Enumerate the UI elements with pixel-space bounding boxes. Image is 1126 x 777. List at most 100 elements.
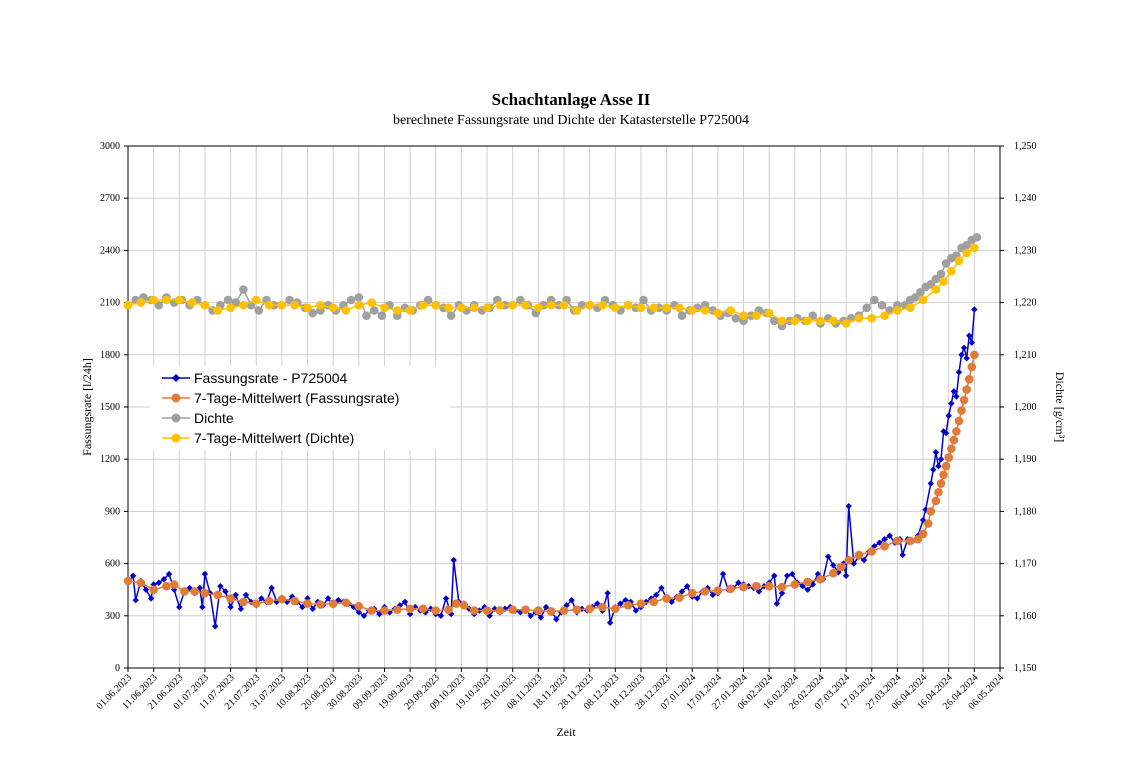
data-point (966, 332, 973, 339)
data-point (972, 233, 982, 242)
data-point (931, 496, 941, 506)
data-point (653, 591, 660, 599)
data-point (683, 583, 691, 590)
y-axis-right-label: Dichte [g/cm³] (1053, 372, 1067, 443)
data-point (160, 576, 168, 583)
data-point (845, 502, 852, 510)
data-point (367, 606, 376, 615)
y-right-tick-label: 1,150 (1014, 663, 1037, 674)
data-point (367, 298, 376, 307)
data-point (251, 599, 261, 608)
data-point (867, 313, 877, 323)
y-right-tick-label: 1,250 (1014, 141, 1037, 152)
data-point (264, 596, 274, 606)
data-point (816, 574, 825, 584)
data-point (636, 303, 646, 313)
data-point (770, 316, 779, 326)
data-point (649, 597, 659, 607)
data-point (217, 583, 224, 590)
data-point (199, 603, 206, 611)
data-point (212, 623, 219, 630)
data-point (129, 572, 137, 579)
data-point (968, 339, 975, 346)
data-point (604, 589, 611, 597)
data-point (258, 595, 265, 602)
data-point (854, 550, 864, 560)
data-point (876, 539, 883, 546)
data-point (930, 466, 937, 473)
data-point (687, 306, 697, 315)
y-left-tick-label: 1800 (100, 350, 120, 361)
data-point (254, 306, 264, 315)
data-point (303, 303, 312, 313)
y-axis-left-label: Fassungsrate [l/24h] (80, 358, 94, 456)
data-point (926, 507, 936, 516)
y-right-tick-label: 1,160 (1014, 611, 1037, 622)
data-point (290, 596, 300, 606)
data-point (678, 588, 686, 595)
data-point (303, 599, 312, 608)
data-point (662, 594, 671, 603)
data-point (967, 362, 977, 372)
data-point (893, 306, 902, 315)
data-point (658, 584, 665, 592)
data-point (572, 306, 582, 315)
y-left-tick-label: 2700 (100, 193, 120, 204)
data-point (610, 604, 620, 614)
data-point (934, 487, 943, 497)
data-point (405, 306, 415, 315)
data-point (623, 601, 633, 610)
data-point (277, 594, 287, 604)
data-point (123, 576, 133, 586)
data-point (469, 606, 479, 615)
y-left-tick-label: 2100 (100, 298, 120, 309)
y-right-tick-label: 1,210 (1014, 350, 1037, 361)
chart-subtitle: berechnete Fassungsrate und Dichte der K… (393, 113, 749, 128)
legend-label: Dichte (194, 410, 234, 426)
data-point (726, 306, 736, 315)
data-point (355, 609, 363, 616)
data-point (713, 308, 723, 318)
data-point (376, 610, 383, 618)
data-point (444, 605, 453, 615)
data-point (457, 303, 466, 313)
data-point (639, 295, 648, 305)
data-point (568, 596, 575, 604)
data-point (251, 295, 261, 305)
data-point (444, 303, 453, 313)
data-point (955, 369, 963, 376)
data-point (328, 599, 338, 608)
y-axis-right: 1,150 1,160 1,170 1,180 1,190 1,200 1,210 1,220… (1000, 141, 1037, 674)
data-point (508, 300, 518, 310)
data-point (700, 587, 710, 596)
data-point (362, 311, 371, 320)
data-point (954, 416, 964, 426)
series-3 (123, 243, 979, 328)
data-point (790, 580, 800, 589)
data-point (521, 605, 530, 615)
data-point (942, 429, 950, 437)
data-point (844, 555, 853, 565)
data-point (773, 600, 781, 607)
data-point (508, 605, 518, 615)
y-left-tick-label: 1500 (100, 402, 120, 413)
data-point (941, 461, 951, 471)
y-left-tick-label: 3000 (100, 141, 120, 152)
data-point (200, 300, 210, 310)
data-point (239, 597, 248, 607)
data-point (162, 581, 171, 591)
data-point (380, 303, 389, 313)
data-point (242, 591, 250, 599)
data-point (537, 614, 545, 621)
data-point (190, 587, 199, 596)
data-point (495, 300, 505, 310)
data-point (617, 600, 624, 607)
data-point (521, 300, 530, 310)
data-point (648, 595, 655, 602)
data-point (944, 453, 954, 462)
data-point (835, 569, 842, 576)
data-point (790, 316, 800, 326)
data-point (880, 311, 889, 320)
data-point (799, 583, 806, 590)
data-point (752, 581, 761, 591)
